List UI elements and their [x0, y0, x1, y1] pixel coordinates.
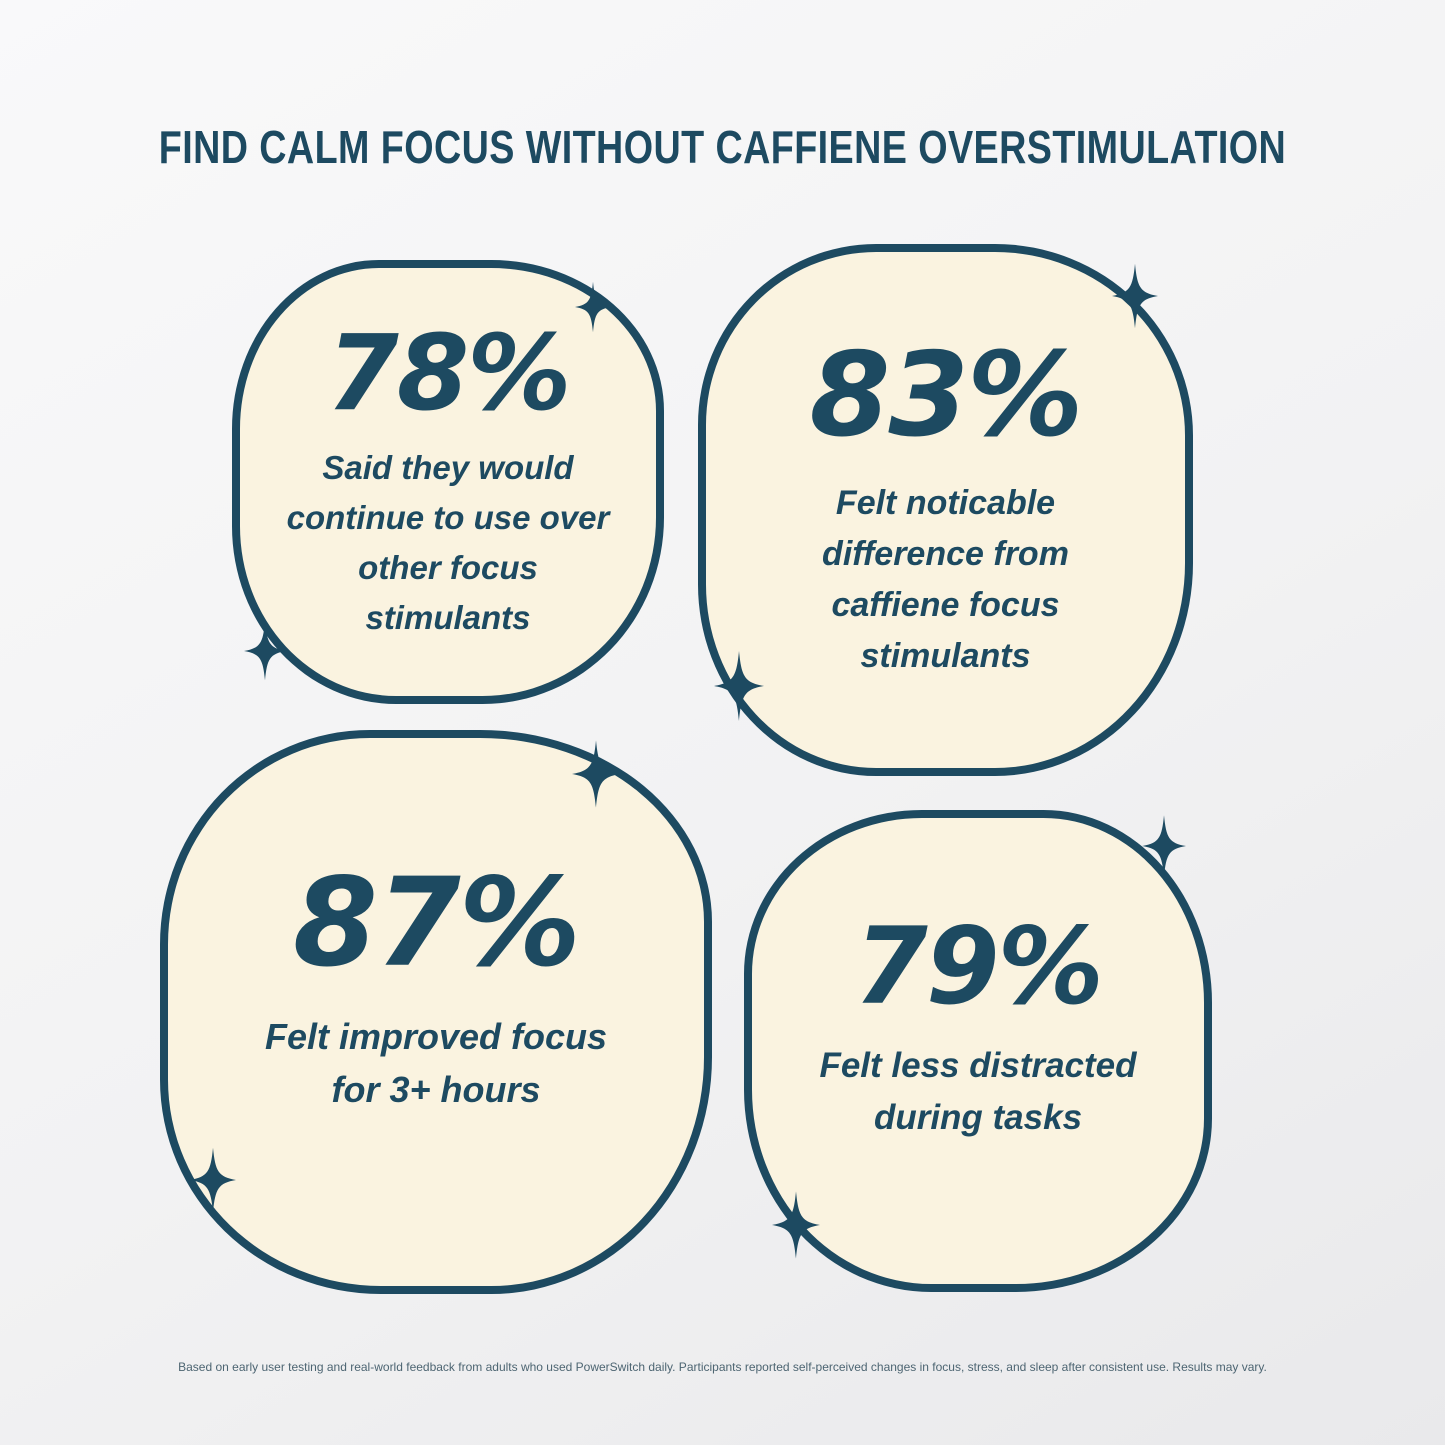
stat-card-noticable-difference: 83% Felt noticable difference from caffi… — [698, 244, 1193, 776]
sparkle-icon — [772, 1191, 820, 1259]
sparkle-icon — [244, 621, 286, 681]
stat-percent: 79% — [854, 905, 1104, 1028]
stat-card-continue-use: 78% Said they would continue to use over… — [232, 260, 664, 704]
card-blob — [744, 810, 1212, 1292]
sparkle-icon — [1112, 263, 1158, 329]
page-title: FIND CALM FOCUS WITHOUT CAFFIENE OVERSTI… — [0, 121, 1445, 174]
sparkle-icon — [572, 740, 620, 808]
stat-percent: 78% — [326, 312, 572, 434]
sparkle-icon — [714, 651, 764, 721]
stat-card-less-distracted: 79% Felt less distracted during tasks — [744, 810, 1212, 1292]
stat-description: Felt improved focus for 3+ hours — [264, 1016, 608, 1110]
stat-description: Felt less distracted during tasks — [819, 1046, 1137, 1137]
card-blob — [160, 730, 712, 1294]
card-content: 83% Felt noticable difference from caffi… — [706, 252, 1185, 768]
card-content: 79% Felt less distracted during tasks — [752, 818, 1204, 1284]
card-content: 87% Felt improved focus for 3+ hours — [168, 738, 704, 1286]
stat-description: Said they would continue to use over oth… — [286, 449, 610, 636]
page-title-text: FIND CALM FOCUS WITHOUT CAFFIENE OVERSTI… — [158, 120, 1287, 173]
stat-percent: 83% — [809, 328, 1084, 463]
stat-percent: 87% — [292, 852, 581, 994]
sparkle-icon — [190, 1147, 236, 1213]
stat-card-improved-focus: 87% Felt improved focus for 3+ hours — [160, 730, 712, 1294]
stat-description: Felt noticable difference from caffiene … — [822, 484, 1069, 675]
sparkle-icon — [575, 281, 611, 333]
card-blob — [232, 260, 664, 704]
card-blob — [698, 244, 1193, 776]
disclaimer-text: Based on early user testing and real-wor… — [178, 1360, 1267, 1374]
sparkle-icon — [1142, 815, 1186, 877]
card-content: 78% Said they would continue to use over… — [240, 268, 656, 696]
